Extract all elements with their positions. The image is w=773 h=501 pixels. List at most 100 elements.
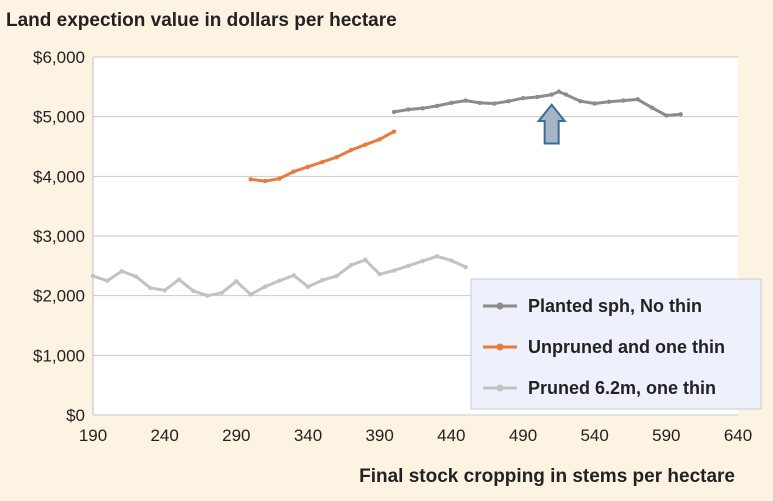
data-point [248, 177, 253, 182]
series-group [90, 89, 683, 298]
data-point [406, 263, 411, 269]
data-point [391, 109, 397, 115]
data-point [348, 263, 354, 268]
x-axis-label: Final stock cropping in stems per hectar… [359, 466, 735, 487]
y-tick-label: $1,000 [33, 346, 85, 365]
legend-label: Planted sph, No thin [528, 296, 702, 316]
x-axis-ticks: 190 240 290 340 390 440 490 540 590 640 [79, 426, 752, 445]
series-line [392, 90, 683, 117]
series-1 [391, 89, 683, 118]
data-point [463, 98, 468, 103]
data-point [334, 155, 339, 160]
y-tick-label: $4,000 [33, 167, 85, 186]
x-tick-label: 540 [580, 426, 608, 445]
data-point [363, 257, 368, 263]
legend-label: Pruned 6.2m, one thin [528, 378, 716, 398]
data-point [556, 89, 562, 94]
legend-box [470, 278, 762, 410]
data-point [678, 112, 683, 117]
data-point [520, 95, 526, 101]
legend-marker [496, 343, 504, 351]
data-point [506, 98, 511, 104]
data-point [420, 106, 425, 111]
data-point [320, 277, 325, 283]
data-point [191, 288, 196, 294]
data-point [320, 159, 325, 165]
y-tick-label: $5,000 [33, 108, 85, 127]
data-point [277, 176, 282, 181]
data-point [291, 169, 296, 174]
data-point [248, 292, 253, 297]
grid [92, 56, 738, 416]
data-point [406, 107, 411, 112]
data-point [234, 279, 239, 284]
data-point [449, 100, 454, 106]
data-point [305, 164, 311, 169]
legend-label: Unpruned and one thin [528, 337, 725, 357]
data-point [477, 100, 483, 106]
data-point [420, 258, 425, 264]
data-point [377, 271, 382, 277]
data-point [549, 92, 554, 97]
y-tick-label: $3,000 [33, 227, 85, 246]
data-point [578, 98, 583, 104]
series-2 [248, 129, 397, 184]
data-point [133, 274, 139, 279]
data-point [664, 113, 669, 118]
legend: Planted sph, No thin Unpruned and one thi… [470, 278, 762, 410]
x-tick-label: 640 [724, 426, 752, 445]
data-point [391, 268, 397, 273]
legend-item: Pruned 6.2m, one thin [483, 378, 716, 398]
data-point [262, 178, 268, 184]
data-point [621, 98, 626, 103]
data-point [592, 101, 597, 106]
data-point [535, 94, 540, 100]
data-point [291, 273, 296, 278]
x-tick-label: 390 [365, 426, 393, 445]
data-point [449, 258, 454, 263]
data-point [148, 285, 153, 291]
data-point [262, 284, 268, 289]
data-point [348, 147, 354, 153]
data-point [563, 92, 569, 97]
data-point [434, 254, 440, 259]
legend-item: Unpruned and one thin [483, 337, 725, 357]
data-point [176, 277, 182, 282]
data-point [463, 264, 468, 270]
y-tick-label: $0 [66, 406, 85, 425]
data-point [105, 278, 110, 283]
y-axis-ticks: $0 $1,000 $2,000 $3,000 $4,000 $5,000 $6,000 [33, 48, 85, 425]
data-point [277, 278, 282, 283]
x-tick-label: 340 [294, 426, 322, 445]
data-point [492, 101, 497, 106]
data-point [606, 99, 612, 104]
series-3 [90, 254, 468, 298]
data-point [635, 97, 640, 102]
data-point [434, 103, 440, 109]
x-tick-label: 240 [150, 426, 178, 445]
data-point [391, 129, 397, 134]
data-point [649, 105, 655, 110]
y-tick-label: $2,000 [33, 287, 85, 306]
data-point [305, 284, 311, 289]
chart-title: Land expection value in dollars per hect… [6, 10, 397, 31]
data-point [219, 290, 225, 295]
data-point [119, 269, 124, 274]
x-tick-label: 290 [222, 426, 250, 445]
data-point [363, 142, 368, 147]
data-point [334, 273, 339, 279]
x-tick-label: 440 [437, 426, 465, 445]
legend-item: Planted sph, No thin [483, 296, 702, 316]
legend-marker [496, 384, 504, 392]
data-point [205, 293, 210, 298]
y-tick-label: $6,000 [33, 48, 85, 67]
annotation-group [536, 103, 567, 145]
legend-marker [496, 302, 504, 310]
data-point [377, 137, 382, 142]
x-tick-label: 590 [652, 426, 680, 445]
data-point [90, 273, 96, 279]
x-tick-label: 490 [509, 426, 537, 445]
data-point [162, 288, 167, 293]
up-arrow-icon [536, 103, 567, 145]
